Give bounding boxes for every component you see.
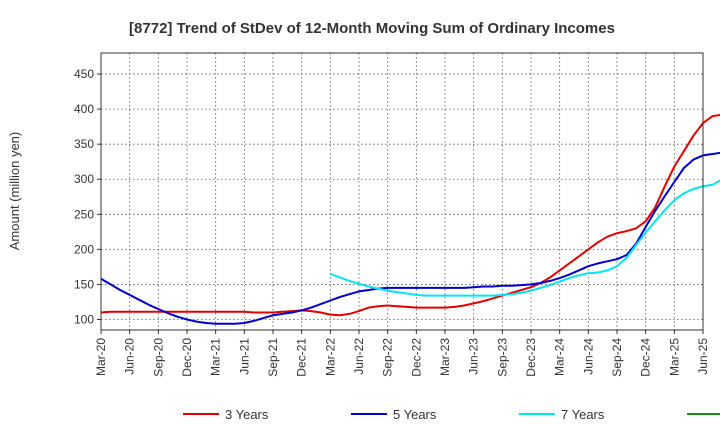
y-tick-label: 350 bbox=[74, 137, 94, 151]
y-tick-label: 450 bbox=[74, 67, 94, 81]
series-line-5-years bbox=[100, 151, 720, 325]
y-tick-label: 150 bbox=[74, 277, 94, 291]
x-tick-label: Mar-22 bbox=[323, 338, 337, 376]
x-tick-label: Dec-24 bbox=[639, 338, 653, 377]
x-tick-label: Mar-21 bbox=[209, 338, 223, 376]
legend-label: 7 Years bbox=[561, 407, 605, 422]
x-tick-label: Dec-22 bbox=[409, 338, 423, 377]
x-tick-label: Jun-21 bbox=[237, 338, 251, 375]
x-tick-label: Jun-23 bbox=[467, 338, 481, 375]
legend-label: 5 Years bbox=[393, 407, 437, 422]
x-tick-label: Jun-20 bbox=[123, 338, 137, 375]
x-tick-label: Sep-24 bbox=[610, 338, 624, 377]
y-tick-label: 100 bbox=[74, 312, 94, 326]
series-line-3-years bbox=[100, 113, 720, 317]
x-tick-label: Jun-22 bbox=[352, 338, 366, 375]
y-tick-label: 200 bbox=[74, 242, 94, 256]
y-tick-label: 250 bbox=[74, 207, 94, 221]
y-axis-ticks: 100 150 200 250 300 350 400 450 bbox=[74, 67, 101, 326]
plot-frame bbox=[100, 52, 704, 331]
y-tick-label: 300 bbox=[74, 172, 94, 186]
x-tick-label: Dec-21 bbox=[295, 338, 309, 377]
legend-label: 3 Years bbox=[225, 407, 269, 422]
x-tick-label: Jun-25 bbox=[696, 338, 710, 375]
series-line-7-years bbox=[329, 179, 720, 297]
x-tick-label: Mar-25 bbox=[667, 338, 681, 376]
y-axis-label: Amount (million yen) bbox=[7, 132, 22, 251]
x-tick-label: Mar-23 bbox=[438, 338, 452, 376]
grid-lines bbox=[100, 53, 704, 330]
y-tick-label: 400 bbox=[74, 102, 94, 116]
x-tick-label: Sep-22 bbox=[381, 338, 395, 377]
x-tick-label: Sep-20 bbox=[151, 338, 165, 377]
x-tick-label: Sep-23 bbox=[495, 338, 509, 377]
chart-title: [8772] Trend of StDev of 12-Month Moving… bbox=[129, 20, 615, 37]
series-lines bbox=[100, 113, 720, 325]
x-tick-label: Jun-24 bbox=[581, 338, 595, 375]
x-tick-label: Mar-20 bbox=[94, 338, 108, 376]
x-tick-label: Mar-24 bbox=[553, 338, 567, 376]
x-axis-ticks: Mar-20 Jun-20 Sep-20 Dec-20 Mar-21 Jun-21 Sep-… bbox=[94, 330, 710, 377]
x-tick-label: Dec-20 bbox=[180, 338, 194, 377]
x-tick-label: Sep-21 bbox=[266, 338, 280, 377]
x-tick-label: Dec-23 bbox=[524, 338, 538, 377]
